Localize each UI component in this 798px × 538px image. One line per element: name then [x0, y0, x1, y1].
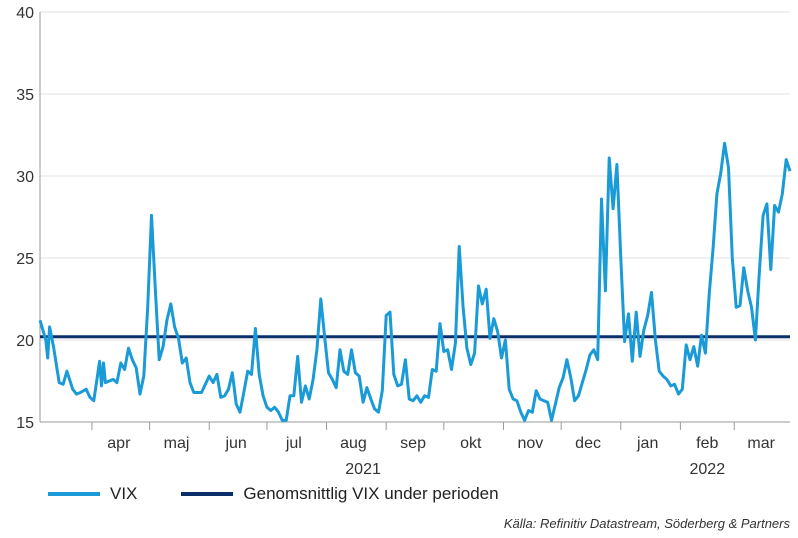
- legend-label-average: Genomsnittlig VIX under perioden: [243, 484, 499, 503]
- x-year-label-2022: 2022: [690, 461, 726, 478]
- y-tick-label: 30: [16, 169, 34, 186]
- legend-label-vix: VIX: [110, 484, 138, 503]
- legend-item-average: Genomsnittlig VIX under perioden: [181, 484, 499, 504]
- x-year-label-2021: 2021: [345, 461, 381, 478]
- x-tick-label-mar: mar: [747, 435, 775, 452]
- x-tick-label-apr: apr: [107, 435, 131, 452]
- legend-swatch-vix: [48, 492, 100, 496]
- x-tick-label-maj: maj: [164, 435, 190, 452]
- x-tick-label-sep: sep: [400, 435, 426, 452]
- x-tick-label-dec: dec: [575, 435, 601, 452]
- x-tick-label-nov: nov: [517, 435, 543, 452]
- y-tick-label: 35: [16, 87, 34, 104]
- legend-swatch-average: [181, 492, 234, 496]
- axes: [39, 12, 790, 430]
- x-tick-label-jul: jul: [285, 435, 302, 452]
- source-note: Källa: Refinitiv Datastream, Söderberg &…: [503, 516, 790, 531]
- tick-labels: 15 20 25 30 35 40 apr maj jun jul aug sep okt nov dec j…: [16, 5, 775, 478]
- x-tick-label-jun: jun: [224, 435, 246, 452]
- y-tick-label: 25: [16, 251, 34, 268]
- x-tick-label-feb: feb: [696, 435, 718, 452]
- x-tick-label-okt: okt: [460, 435, 482, 452]
- x-tick-label-jan: jan: [636, 435, 658, 452]
- series: [38, 141, 792, 422]
- legend-item-vix: VIX: [48, 484, 137, 504]
- y-tick-label: 15: [16, 415, 34, 432]
- x-tick-label-aug: aug: [340, 435, 367, 452]
- y-tick-label: 20: [16, 333, 34, 350]
- legend: VIX Genomsnittlig VIX under perioden: [48, 484, 543, 504]
- y-tick-label: 40: [16, 5, 34, 22]
- vix-series-line: [38, 141, 792, 422]
